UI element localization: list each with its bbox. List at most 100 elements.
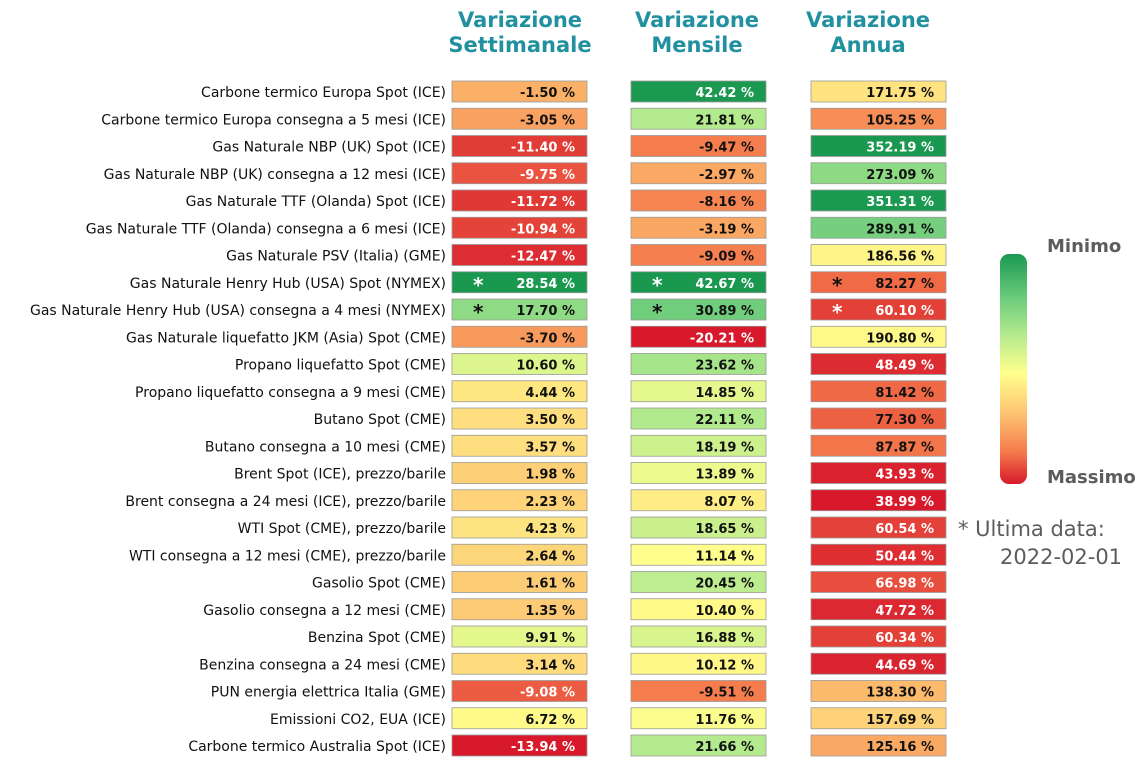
- heatmap-cell-value: 190.80 %: [866, 331, 934, 346]
- heatmap-cell-rect: [810, 462, 947, 484]
- row-label: Gas Naturale Henry Hub (USA) consegna a …: [30, 303, 446, 319]
- heatmap-cell-value: 77.30 %: [875, 413, 934, 428]
- heatmap-cell: 8.07 %: [630, 489, 767, 512]
- row-label: Butano Spot (CME): [314, 412, 446, 428]
- heatmap-cell-rect: [451, 107, 588, 130]
- heatmap-cell-rect: [810, 80, 947, 103]
- heatmap-cell: 21.81 %: [630, 107, 767, 130]
- heatmap-cell-value: -3.05 %: [520, 113, 575, 128]
- heatmap-cell-rect: [630, 216, 767, 239]
- heatmap-cell-value: 6.72 %: [525, 713, 575, 728]
- heatmap-cell-value: -12.47 %: [511, 250, 575, 265]
- column-title-monthly: Variazione Mensile: [597, 8, 797, 58]
- heatmap-cell-rect: [451, 598, 588, 621]
- row-label: Propano liquefatto Spot (CME): [235, 358, 446, 374]
- heatmap-cell: -3.70 %: [451, 325, 588, 348]
- heatmap-cell-value: 82.27 %: [875, 277, 934, 292]
- heatmap-cell-value: 14.85 %: [695, 386, 754, 401]
- heatmap-cell-rect: [810, 353, 947, 375]
- heatmap-cell-rect: [810, 680, 947, 702]
- heatmap-cell: 4.44 %: [451, 380, 588, 403]
- heatmap-cell-value: -3.19 %: [699, 222, 754, 237]
- column-title-monthly-line2: Mensile: [651, 33, 743, 57]
- column-title-weekly-line1: Variazione: [457, 8, 583, 32]
- color-scale-bar: [1000, 254, 1027, 484]
- heatmap-cell-rect: [810, 298, 947, 321]
- heatmap-cell-rect: [451, 271, 588, 294]
- heatmap-cell-rect: [810, 271, 947, 294]
- heatmap-cell-rect: [451, 571, 588, 593]
- heatmap-cell-value: -9.09 %: [699, 250, 754, 265]
- heatmap-cell-rect: [630, 135, 767, 157]
- row-label: PUN energia elettrica Italia (GME): [211, 685, 446, 701]
- heatmap-cell-value: -9.51 %: [699, 686, 754, 701]
- heatmap-cell: 11.14 %: [630, 543, 767, 566]
- heatmap-cell-value: 50.44 %: [875, 549, 934, 564]
- heatmap-cell: -3.05 %: [451, 107, 588, 130]
- column-title-weekly: Variazione Settimanale: [420, 8, 620, 58]
- heatmap-cell: 60.54 %: [810, 516, 947, 539]
- heatmap-cell-value: -3.70 %: [520, 331, 575, 346]
- heatmap-cell: -12.47 %: [451, 244, 588, 266]
- heatmap-cell: 4.23 %: [451, 516, 588, 539]
- heatmap-cell-rect: [451, 462, 588, 484]
- heatmap-cell-rect: [810, 625, 947, 648]
- heatmap-cell: 10.12 %: [630, 652, 767, 675]
- heatmap-cell-rect: [451, 516, 588, 539]
- heatmap-cell-value: 18.19 %: [695, 440, 754, 455]
- heatmap-cell-value: 28.54 %: [516, 277, 575, 292]
- heatmap-cell-rect: [451, 325, 588, 348]
- heatmap-cell-rect: [451, 298, 588, 321]
- heatmap-cell: 38.99 %: [810, 489, 947, 512]
- heatmap-cell-value: 60.54 %: [875, 522, 934, 537]
- heatmap-cell-value: 1.98 %: [525, 468, 575, 483]
- heatmap-cell: 77.30 %: [810, 407, 947, 430]
- heatmap-cell: -11.40 %: [451, 135, 588, 157]
- heatmap-cell-value: 3.57 %: [525, 440, 575, 455]
- heatmap-cell-rect: [451, 135, 588, 157]
- heatmap-cell: 138.30 %: [810, 680, 947, 702]
- row-label: WTI Spot (CME), prezzo/barile: [238, 521, 446, 537]
- heatmap-cell-rect: [630, 652, 767, 675]
- heatmap-cell: 2.64 %: [451, 543, 588, 566]
- heatmap-cell-rect: [451, 162, 588, 185]
- heatmap-cell: 10.60 %: [451, 353, 588, 375]
- heatmap-cell-value: 23.62 %: [695, 359, 754, 374]
- heatmap-cell: -13.94 %: [451, 734, 588, 757]
- heatmap-cell: -3.19 %: [630, 216, 767, 239]
- heatmap-cell-value: 3.14 %: [525, 658, 575, 673]
- row-label: Brent consegna a 24 mesi (ICE), prezzo/b…: [125, 494, 446, 510]
- heatmap-cell: 351.31 %: [810, 189, 947, 212]
- heatmap-cell-rect: [810, 571, 947, 593]
- heatmap-cell-value: 351.31 %: [866, 195, 934, 210]
- heatmap-cell-value: 8.07 %: [704, 495, 754, 510]
- column-title-yearly-line1: Variazione: [805, 8, 931, 32]
- heatmap-cell-rect: [451, 734, 588, 757]
- row-label: Gas Naturale liquefatto JKM (Asia) Spot …: [126, 330, 446, 346]
- heatmap-cell-rect: [630, 571, 767, 593]
- heatmap-cell: -2.97 %: [630, 162, 767, 185]
- column-title-yearly-line2: Annua: [830, 33, 906, 57]
- column-title-weekly-line2: Settimanale: [448, 33, 592, 57]
- heatmap-cell: 60.34 %: [810, 625, 947, 648]
- heatmap-cell-value: 42.67 %: [695, 277, 754, 292]
- heatmap-cell: 186.56 %: [810, 244, 947, 266]
- heatmap-cell-rect: [810, 434, 947, 457]
- last-date-note-line2: 2022-02-01: [1000, 545, 1123, 569]
- heatmap-cell-rect: [810, 107, 947, 130]
- heatmap-cell-value: 17.70 %: [516, 304, 575, 319]
- heatmap-cell-value: 60.10 %: [875, 304, 934, 319]
- heatmap-cell-rect: [630, 625, 767, 648]
- heatmap-cell-value: 157.69 %: [866, 713, 934, 728]
- heatmap-cell: -1.50 %: [451, 80, 588, 103]
- heatmap-cell-rect: [451, 380, 588, 403]
- heatmap-cell-rect: [630, 407, 767, 430]
- heatmap-cell: 87.87 %: [810, 434, 947, 457]
- heatmap-cell-value: 138.30 %: [866, 686, 934, 701]
- row-label: Gas Naturale PSV (Italia) (GME): [226, 249, 446, 265]
- heatmap-cell: 3.57 %: [451, 434, 588, 457]
- heatmap-cell-value: -11.72 %: [511, 195, 575, 210]
- heatmap-cell: 1.35 %: [451, 598, 588, 621]
- heatmap-cell: 21.66 %: [630, 734, 767, 757]
- heatmap-cell-value: -10.94 %: [511, 222, 575, 237]
